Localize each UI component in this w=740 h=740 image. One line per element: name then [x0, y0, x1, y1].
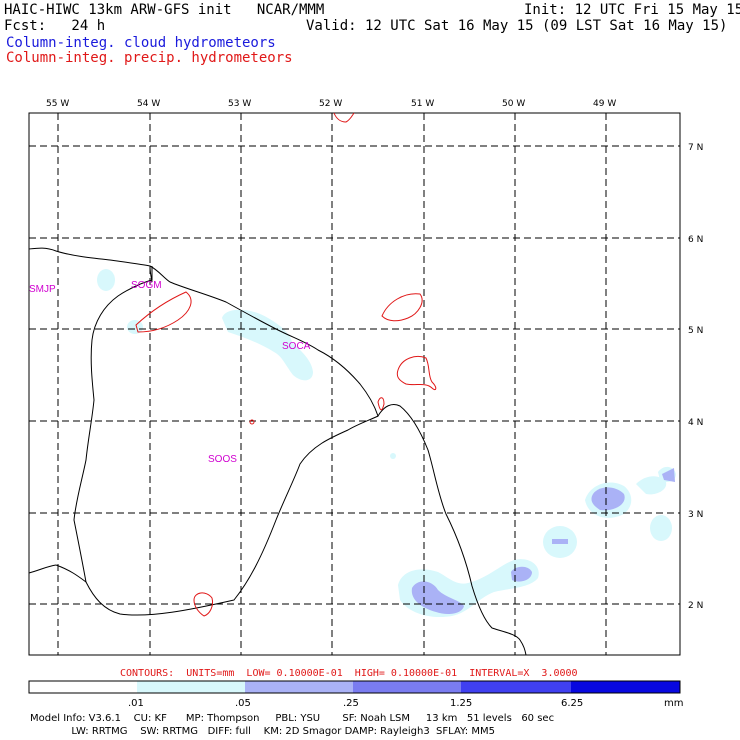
colorbar-units: mm	[664, 698, 683, 709]
init-time: Init: 12 UTC Fri 15 May 15	[524, 2, 740, 18]
station-smjp: SMJP	[29, 284, 56, 295]
coastlines-borders	[28, 247, 527, 656]
colorbar-tick: .01	[128, 698, 144, 709]
precip-contours	[135, 112, 437, 617]
colorbar-bin	[353, 681, 461, 693]
colorbar-frame	[28, 680, 681, 694]
latitude-labels: 7 N 6 N 5 N 4 N 3 N 2 N	[688, 143, 703, 611]
legend-precip-hydrometeors: Column-integ. precip. hydrometeors	[6, 50, 293, 66]
coastline	[28, 247, 527, 656]
lon-label: 54 W	[137, 99, 160, 109]
model-info-line2: LW: RRTMG SW: RRTMG DIFF: full KM: 2D Sm…	[30, 726, 495, 737]
graticule	[29, 113, 680, 655]
border-suriname-guiana	[149, 265, 153, 283]
lon-label: 49 W	[593, 99, 616, 109]
lat-label: 3 N	[688, 510, 703, 520]
lat-label: 7 N	[688, 143, 703, 153]
lat-label: 2 N	[688, 601, 703, 611]
lat-label: 6 N	[688, 235, 703, 245]
border-guyana-suriname	[28, 564, 57, 574]
colorbar: .01 .05 .25 1.25 6.25 mm	[28, 680, 683, 709]
colorbar-bin	[461, 681, 571, 693]
colorbar-bin	[137, 681, 245, 693]
station-labels: SMJP SOGM SOCA SOOS	[29, 280, 311, 465]
colorbar-tick: .05	[235, 698, 251, 709]
lon-label: 55 W	[46, 99, 69, 109]
valid-time: Valid: 12 UTC Sat 16 May 15 (09 LST Sat …	[306, 18, 728, 34]
lon-label: 51 W	[411, 99, 434, 109]
colorbar-bin	[29, 681, 137, 693]
forecast-hour: Fcst: 24 h	[4, 18, 106, 34]
legend-cloud-hydrometeors: Column-integ. cloud hydrometeors	[6, 35, 276, 51]
lat-label: 5 N	[688, 326, 703, 336]
contours-info: CONTOURS: UNITS=mm LOW= 0.10000E-01 HIGH…	[120, 668, 578, 679]
lon-label: 53 W	[228, 99, 251, 109]
colorbar-bin	[245, 681, 353, 693]
model-info-line1: Model Info: V3.6.1 CU: KF MP: Thompson P…	[30, 713, 555, 724]
longitude-labels: 55 W 54 W 53 W 52 W 51 W 50 W 49 W	[46, 99, 616, 109]
station-soca: SOCA	[282, 341, 311, 352]
colorbar-tick: .25	[343, 698, 359, 709]
model-title: HAIC-HIWC 13km ARW-GFS init NCAR/MMM	[4, 2, 325, 18]
colorbar-tick: 6.25	[561, 698, 583, 709]
cloud-shading-mid	[411, 468, 675, 614]
lon-label: 50 W	[502, 99, 525, 109]
lat-label: 4 N	[688, 418, 703, 428]
border-south	[85, 415, 379, 616]
lon-label: 52 W	[319, 99, 342, 109]
border-suriname-west	[55, 266, 153, 584]
station-soos: SOOS	[208, 454, 237, 465]
station-sogm: SOGM	[131, 280, 162, 291]
colorbar-tick: 1.25	[450, 698, 472, 709]
colorbar-bin	[571, 681, 680, 693]
map-frame	[28, 112, 681, 656]
